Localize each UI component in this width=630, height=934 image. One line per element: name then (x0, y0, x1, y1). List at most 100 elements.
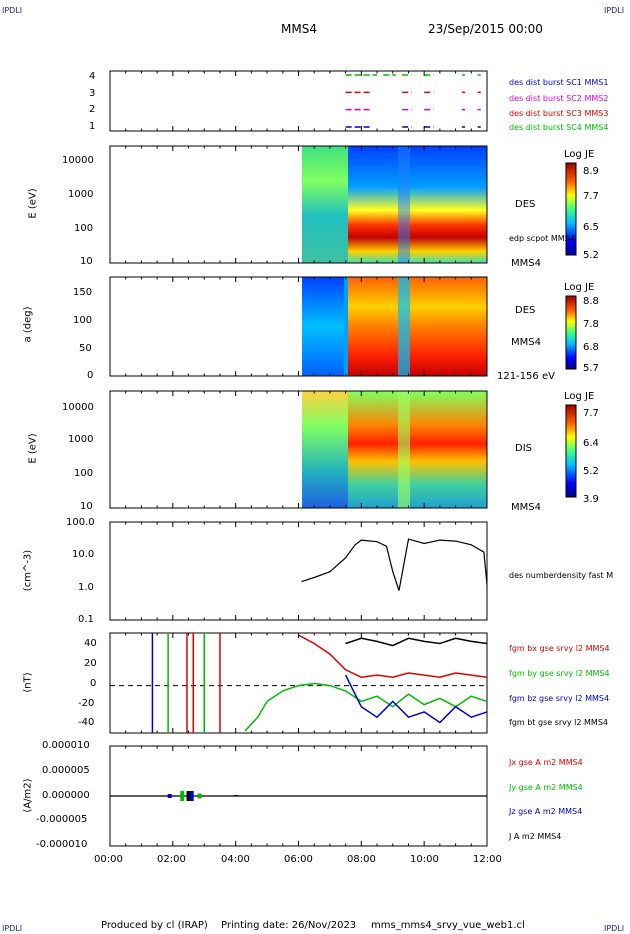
p7-ytick-1: 0.000005 (42, 765, 90, 776)
p5-ytick-100: 100.0 (66, 517, 95, 528)
p6-ytick--20: -20 (78, 698, 95, 709)
xtick-1200: 12:00 (473, 854, 502, 865)
p3-cb-tick-3: 5.7 (583, 363, 599, 374)
p2-ytick-1000: 1000 (68, 189, 94, 200)
spectrogram-des-energy (302, 146, 487, 263)
p7-legend-jx: Jx gse A m2 MMS4 (509, 758, 583, 767)
xtick-0800: 08:00 (347, 854, 376, 865)
p1-legend-mms1: des dist burst SC1 MMS1 (509, 78, 609, 87)
by-line (244, 682, 488, 732)
xtick-0200: 02:00 (157, 854, 186, 865)
p2-side-label: DES (515, 199, 536, 210)
footer-producer: Produced by cl (IRAP) (101, 920, 208, 931)
colorbar-des-energy (565, 162, 577, 256)
p4-colorbar-title: Log JE (564, 391, 595, 402)
p2-below-label: MMS4 (511, 258, 541, 269)
p1-ytick-3: 3 (89, 88, 96, 99)
corner-label-br: IPDLI (604, 924, 625, 933)
p6-legend-bt: fgm bt gse srvy l2 MMS4 (509, 718, 608, 727)
corner-label-bl: IPDLI (2, 924, 23, 933)
p1-legend-mms3: des dist burst SC3 MMS3 (509, 109, 609, 118)
p4-cb-tick-2: 5.2 (583, 466, 599, 477)
current-spike (233, 795, 238, 797)
p4-ytick-1000: 1000 (68, 434, 94, 445)
corner-label-tr: IPDLI (604, 6, 625, 15)
p4-ytick-10: 10 (80, 501, 93, 512)
p4-side-label: DIS (515, 443, 532, 454)
xtick-1000: 10:00 (410, 854, 439, 865)
p2-ytick-100: 100 (74, 223, 94, 234)
p3-ytick-50: 50 (79, 343, 92, 354)
p2-ytick-10000: 10000 (62, 155, 94, 166)
p6-ylabel: (nT) (22, 672, 34, 693)
p3-side-label: DES (515, 305, 536, 316)
p4-below-label: MMS4 (511, 502, 541, 513)
footer-script: mms_mms4_srvy_vue_web1.cl (371, 920, 525, 931)
p2-colorbar-title: Log JE (564, 149, 595, 160)
p3-cb-tick-2: 6.8 (583, 342, 599, 353)
p4-ytick-10000: 10000 (62, 402, 94, 413)
p7-ylabel: (A/m2) (22, 778, 34, 813)
density-line (301, 538, 488, 591)
p7-legend-jy: Jy gse A m2 MMS4 (509, 783, 583, 792)
p2-cb-tick-0: 8.9 (583, 166, 599, 177)
bt-line (345, 637, 488, 647)
p5-legend: des numberdensity fast M (509, 571, 614, 580)
footer-printing-date: Printing date: 26/Nov/2023 (221, 920, 357, 931)
current-spike (186, 791, 191, 801)
colorbar-dis-energy (565, 404, 577, 498)
p3-ylabel: a (deg) (22, 306, 34, 343)
p6-ytick-40: 40 (84, 638, 97, 649)
bz-line (344, 674, 488, 724)
spectrogram-des-pitch (302, 277, 487, 376)
p7-ytick-3: -0.000005 (36, 814, 88, 825)
p5-ytick-1: 1.0 (78, 582, 94, 593)
p7-ytick-0: 0.000010 (42, 740, 90, 751)
p3-below-label: 121-156 eV (497, 371, 555, 382)
p4-ytick-100: 100 (74, 468, 94, 479)
p3-ytick-0: 0 (87, 370, 94, 381)
p1-legend-mms2: des dist burst SC2 MMS2 (509, 94, 609, 103)
spacecraft-title: MMS4 (281, 22, 317, 36)
p6-legend-bz: fgm bz gse srvy l2 MMS4 (509, 694, 610, 703)
bx-line (298, 634, 488, 678)
p2-cb-tick-2: 6.5 (583, 222, 599, 233)
p6-legend-by: fgm by gse srvy l2 MMS4 (509, 669, 610, 678)
p2-ytick-10: 10 (80, 256, 93, 267)
xtick-0400: 04:00 (221, 854, 250, 865)
p6-ytick-20: 20 (84, 658, 97, 669)
xtick-0000: 00:00 (94, 854, 123, 865)
current-spike (197, 793, 202, 799)
p1-legend-mms4: des dist burst SC4 MMS4 (509, 123, 609, 132)
panel-frame-5 (109, 521, 488, 621)
xtick-0600: 06:00 (284, 854, 313, 865)
spectrogram-dis-energy (302, 391, 487, 508)
p3-cb-tick-0: 8.8 (583, 296, 599, 307)
corner-label-tl: IPDLI (2, 6, 23, 15)
current-spike (180, 791, 185, 801)
panel-frame-6 (109, 632, 488, 734)
p3-cb-tick-1: 7.8 (583, 319, 599, 330)
p2-ylabel: E (eV) (27, 188, 39, 219)
p7-legend-jz: Jz gse A m2 MMS4 (509, 807, 583, 816)
p4-ylabel: E (eV) (27, 433, 39, 464)
p4-cb-tick-1: 6.4 (583, 438, 599, 449)
p3-ytick-150: 150 (73, 287, 93, 298)
p7-ytick-4: -0.000010 (36, 839, 88, 850)
p3-colorbar-title: Log JE (564, 282, 595, 293)
p2-annotation: edp scpot MMS4 (509, 234, 575, 243)
p3-ytick-100: 100 (73, 315, 93, 326)
p7-legend-j: J A m2 MMS4 (509, 832, 562, 841)
p6-ytick-0: 0 (90, 678, 97, 689)
p7-ytick-2: 0.000000 (42, 790, 90, 801)
p4-cb-tick-3: 3.9 (583, 494, 599, 505)
colorbar-des-pitch (565, 295, 577, 370)
p4-cb-tick-0: 7.7 (583, 408, 599, 419)
p1-ytick-2: 2 (89, 104, 96, 115)
p6-legend-bx: fgm bx gse srvy l2 MMS4 (509, 644, 610, 653)
p5-ylabel: (cm^-3) (22, 549, 34, 592)
p5-ytick-10: 10.0 (72, 549, 95, 560)
p2-cb-tick-3: 5.2 (583, 250, 599, 261)
p6-ytick--40: -40 (78, 717, 95, 728)
